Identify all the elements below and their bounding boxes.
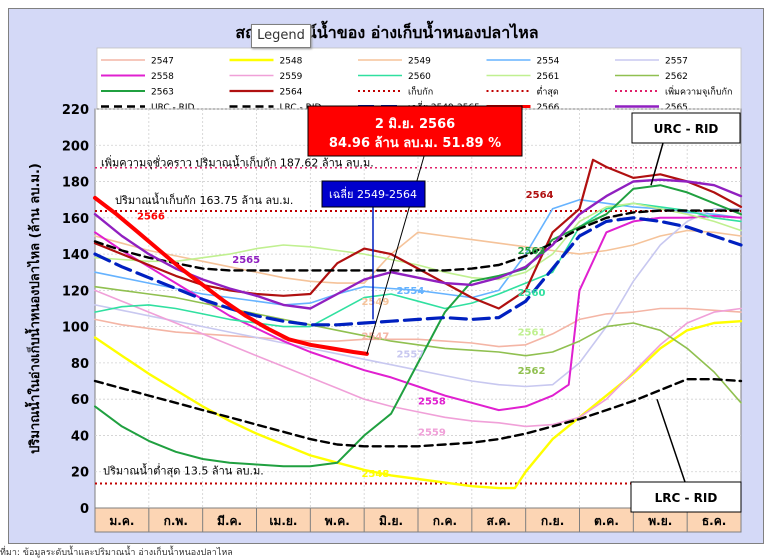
month-label: เม.ย.: [269, 514, 297, 528]
urc-box: [631, 112, 741, 144]
y-tick-label: 80: [71, 357, 89, 372]
series-label-2559: 2559: [418, 427, 446, 438]
y-tick-label: 160: [62, 212, 89, 227]
legend-label-2: 2549: [408, 57, 431, 67]
series-line-average: [93, 216, 743, 327]
chart-title: สถานการณ์น้ำของ อ่างเก็บน้ำหนองปลาไหล: [235, 20, 538, 42]
average-callout-label: เฉลี่ย 2549-2564: [329, 186, 417, 201]
series-label-2562: 2562: [518, 366, 546, 377]
month-label: ส.ค.: [487, 514, 511, 528]
legend-label-16: LRC - RID: [280, 103, 322, 113]
average-callout-box: [321, 180, 426, 208]
series-label-2549: 2549: [361, 297, 389, 308]
legend-label-19: 2565: [665, 103, 688, 113]
series-line-2565: [93, 178, 743, 310]
footnote: ที่มา: ข้อมูลระดับน้ำและปริมาณน้ำ อ่างเก…: [0, 548, 233, 558]
series-line-2561: [94, 202, 742, 281]
legend-label-6: 2559: [280, 72, 303, 82]
increased-capacity-label: เพิ่มความจุชั่วคราว ปริมาณน้ำเก็บกัก 187…: [101, 155, 374, 170]
month-label: ก.พ.: [164, 514, 188, 528]
reservoir-chart: สถานการณ์น้ำของ อ่างเก็บน้ำหนองปลาไหล 254…: [24, 20, 743, 533]
urc-label: URC - RID: [654, 122, 719, 136]
series-line-2557: [94, 208, 742, 388]
legend-tooltip: Legend: [251, 24, 311, 48]
y-tick-label: 20: [71, 466, 89, 481]
month-label: ม.ค.: [109, 514, 134, 528]
y-tick-label: 60: [71, 393, 89, 408]
series-label-2565: 2565: [232, 255, 260, 266]
month-label: ก.ย.: [541, 514, 564, 528]
y-tick-label: 100: [62, 321, 89, 336]
legend-label-4: 2557: [665, 57, 688, 67]
lrc-arrow: [656, 398, 686, 483]
legend-label-18: 2566: [537, 103, 560, 113]
series-label-2557: 2557: [396, 349, 424, 360]
series-line-2549: [94, 229, 742, 284]
y-tick-label: 0: [80, 502, 89, 517]
y-tick-label: 220: [62, 103, 89, 118]
legend-label-8: 2561: [537, 72, 560, 82]
legend-label-11: 2564: [280, 88, 303, 98]
callout-box: [307, 105, 523, 157]
legend-label-12: เก็บกัก: [408, 85, 433, 98]
callout-date: 2 มิ.ย. 2566: [375, 117, 455, 132]
storage-label: ปริมาณน้ำเก็บกัก 163.75 ล้าน ลบ.ม.: [115, 192, 293, 207]
minimum-label: ปริมาณน้ำต่ำสุด 13.5 ล้าน ลบ.ม.: [103, 463, 264, 478]
urc-arrow: [650, 142, 664, 186]
lrc-box: [630, 481, 742, 513]
legend-label-1: 2548: [280, 57, 303, 67]
series-line-2563: [94, 184, 742, 468]
legend-label-5: 2558: [151, 72, 174, 82]
legend-label-7: 2560: [408, 72, 431, 82]
month-label: ก.ค.: [433, 514, 457, 528]
series-line-URC: [93, 209, 743, 272]
legend-label-15: URC - RID: [151, 103, 195, 113]
series-line-2562: [94, 285, 742, 404]
month-label: มี.ค.: [217, 514, 242, 528]
legend-label-3: 2554: [537, 57, 560, 67]
legend-label-13: ต่ำสุด: [537, 85, 559, 98]
legend-label-9: 2562: [665, 72, 688, 82]
series-label-2554: 2554: [396, 286, 424, 297]
series-label-2560: 2560: [518, 288, 546, 299]
series-label-2558: 2558: [418, 397, 446, 408]
legend-box: [96, 47, 742, 113]
month-label: มิ.ย.: [379, 514, 403, 528]
series-label-2547: 2547: [361, 331, 389, 342]
callout-value: 84.96 ล้าน ลบ.ม. 51.89 %: [329, 135, 501, 151]
series-line-2554: [94, 198, 742, 306]
series-label-2564: 2564: [526, 190, 554, 201]
series-label-2561: 2561: [518, 328, 546, 339]
month-label: พ.ย.: [648, 514, 672, 528]
month-label: ธ.ค.: [702, 514, 726, 528]
y-tick-label: 140: [62, 248, 89, 263]
series-label-2566: 2566: [137, 212, 165, 223]
month-label: พ.ค.: [325, 514, 350, 528]
series-line-2566: [93, 195, 369, 356]
callout-leader: [366, 138, 430, 355]
chart-area: สถานการณ์น้ำของ อ่างเก็บน้ำหนองปลาไหล 254…: [8, 8, 764, 544]
series-line-2559: [94, 289, 742, 428]
legend-label-14: เพิ่มความจุเก็บกัก: [665, 85, 732, 98]
month-label: ต.ค.: [594, 514, 619, 528]
legend-label-0: 2547: [151, 57, 174, 67]
lrc-label: LRC - RID: [655, 491, 718, 505]
series-line-LRC: [93, 378, 743, 448]
y-tick-label: 40: [71, 429, 89, 444]
y-axis-title: ปริมาณน้ำในอ่างเก็บน้ำหนองปลาไหล (ล้าน ล…: [24, 163, 43, 454]
legend-label-10: 2563: [151, 88, 174, 98]
series-label-2548: 2548: [361, 469, 389, 480]
series-label-2563: 2563: [518, 246, 546, 257]
y-tick-label: 200: [62, 139, 89, 154]
y-tick-label: 120: [62, 284, 89, 299]
y-tick-label: 180: [62, 176, 89, 191]
